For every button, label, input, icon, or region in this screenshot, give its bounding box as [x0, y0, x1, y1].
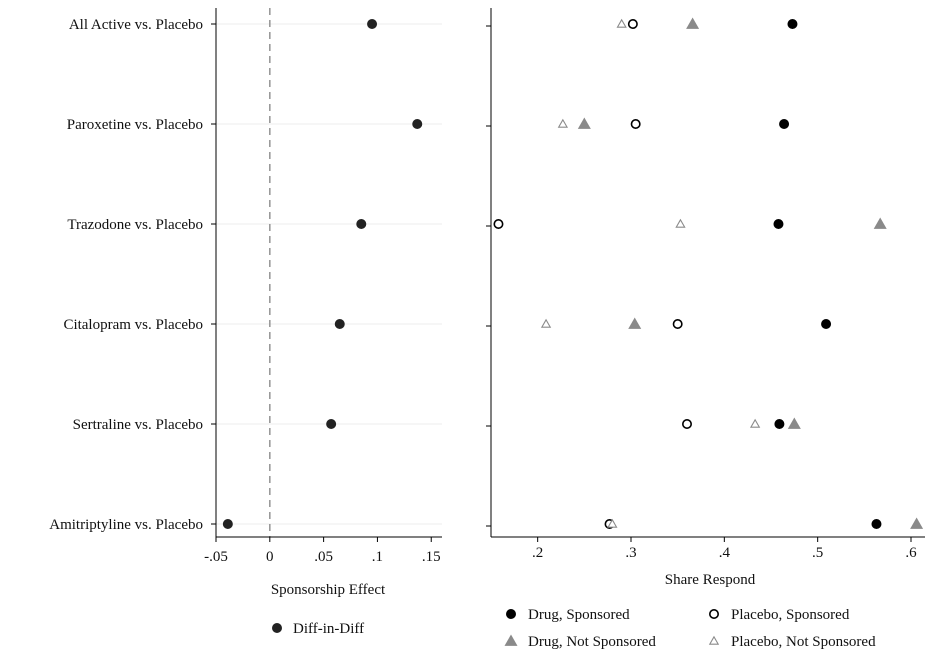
point-placebo-sponsored-citalopram-vs-placebo: [672, 318, 683, 329]
point-placebo-sponsored-paroxetine-vs-placebo: [630, 119, 641, 130]
point-drug-not-sponsored-paroxetine-vs-placebo: [577, 117, 591, 129]
point-placebo-not-sponsored-paroxetine-vs-placebo: [557, 118, 569, 128]
left-legend: Diff-in-Diff: [272, 621, 364, 637]
right-x-tick-label: .2: [532, 545, 543, 561]
category-label-trazodone-vs-placebo: Trazodone vs. Placebo: [67, 217, 203, 233]
left-x-tick-label: .05: [314, 549, 333, 565]
point-diff-in-diff-amitriptyline-vs-placebo: [222, 519, 233, 529]
point-drug-not-sponsored-sertraline-vs-placebo: [787, 417, 801, 429]
point-drug-sponsored-sertraline-vs-placebo: [774, 419, 785, 429]
legend-label-placebo-not-sponsored: Placebo, Not Sponsored: [731, 634, 876, 650]
point-placebo-not-sponsored-sertraline-vs-placebo: [749, 418, 761, 428]
right-x-tick-label: .5: [812, 545, 823, 561]
category-label-amitriptyline-vs-placebo: Amitriptyline vs. Placebo: [49, 517, 203, 533]
left-x-axis-title: Sponsorship Effect: [271, 582, 386, 598]
left-panel-sponsorship-effect: All Active vs. Placebo Paroxetine vs. Pla…: [49, 8, 442, 637]
legend-label-diff-in-diff: Diff-in-Diff: [293, 621, 364, 637]
point-placebo-not-sponsored-trazodone-vs-placebo: [675, 218, 686, 228]
left-x-tick-label: .1: [372, 549, 383, 565]
point-diff-in-diff-citalopram-vs-placebo: [334, 319, 345, 329]
left-x-tick-label: .15: [422, 549, 441, 565]
point-diff-in-diff-trazodone-vs-placebo: [356, 219, 367, 229]
point-drug-sponsored-paroxetine-vs-placebo: [779, 119, 790, 129]
point-placebo-sponsored-sertraline-vs-placebo: [681, 418, 692, 429]
legend-marker-placebo-not-sponsored: [708, 635, 720, 645]
legend-label-drug-sponsored: Drug, Sponsored: [528, 607, 630, 623]
point-placebo-sponsored-trazodone-vs-placebo: [493, 219, 504, 230]
point-placebo-not-sponsored-citalopram-vs-placebo: [540, 318, 552, 328]
right-x-tick-label: .6: [905, 545, 917, 561]
category-label-all-active-vs-placebo: All Active vs. Placebo: [69, 17, 203, 33]
point-placebo-not-sponsored-amitriptyline-vs-placebo: [607, 518, 618, 528]
category-label-sertraline-vs-placebo: Sertraline vs. Placebo: [73, 417, 203, 433]
point-diff-in-diff-all-active-vs-placebo: [367, 19, 378, 29]
legend-label-placebo-sponsored: Placebo, Sponsored: [731, 607, 850, 623]
legend-marker-diff-in-diff: [272, 623, 282, 633]
category-label-paroxetine-vs-placebo: Paroxetine vs. Placebo: [67, 117, 203, 133]
category-label-citalopram-vs-placebo: Citalopram vs. Placebo: [63, 317, 203, 333]
left-gridlines: [216, 23, 442, 525]
left-x-tick-label: 0: [266, 549, 274, 565]
legend-marker-drug-sponsored: [506, 609, 516, 619]
point-drug-sponsored-trazodone-vs-placebo: [773, 219, 784, 229]
left-x-ticks: -.05 0 .05 .1 .15: [204, 537, 441, 565]
left-x-tick-label: -.05: [204, 549, 228, 565]
legend-marker-drug-not-sponsored: [504, 634, 518, 646]
point-drug-not-sponsored-all-active-vs-placebo: [686, 17, 700, 29]
point-drug-sponsored-all-active-vs-placebo: [787, 19, 798, 29]
point-diff-in-diff-sertraline-vs-placebo: [326, 419, 337, 429]
point-drug-not-sponsored-citalopram-vs-placebo: [628, 317, 642, 329]
point-diff-in-diff-paroxetine-vs-placebo: [412, 119, 423, 129]
point-drug-sponsored-amitriptyline-vs-placebo: [871, 519, 882, 529]
point-placebo-sponsored-all-active-vs-placebo: [627, 18, 638, 29]
right-x-ticks: .2 .3 .4 .5 .6: [532, 537, 917, 561]
point-drug-sponsored-citalopram-vs-placebo: [821, 319, 832, 329]
category-labels: All Active vs. Placebo Paroxetine vs. Pla…: [49, 17, 203, 533]
right-data-points: [493, 17, 924, 529]
right-legend: Drug, Sponsored Placebo, Sponsored Drug, N…: [504, 607, 876, 650]
right-x-tick-label: .4: [719, 545, 731, 561]
point-placebo-not-sponsored-all-active-vs-placebo: [616, 18, 627, 28]
left-data-points: [222, 19, 423, 529]
right-panel-share-respond: .2 .3 .4 .5 .6 Share Respond Drug, Sponsored…: [486, 8, 925, 650]
point-drug-not-sponsored-amitriptyline-vs-placebo: [910, 517, 924, 529]
legend-label-drug-not-sponsored: Drug, Not Sponsored: [528, 634, 656, 650]
legend-marker-placebo-sponsored: [708, 608, 719, 619]
right-x-tick-label: .3: [625, 545, 636, 561]
point-drug-not-sponsored-trazodone-vs-placebo: [873, 217, 887, 229]
right-x-axis-title: Share Respond: [665, 572, 756, 588]
right-y-ticks: [486, 25, 491, 527]
left-y-ticks: [211, 23, 216, 525]
